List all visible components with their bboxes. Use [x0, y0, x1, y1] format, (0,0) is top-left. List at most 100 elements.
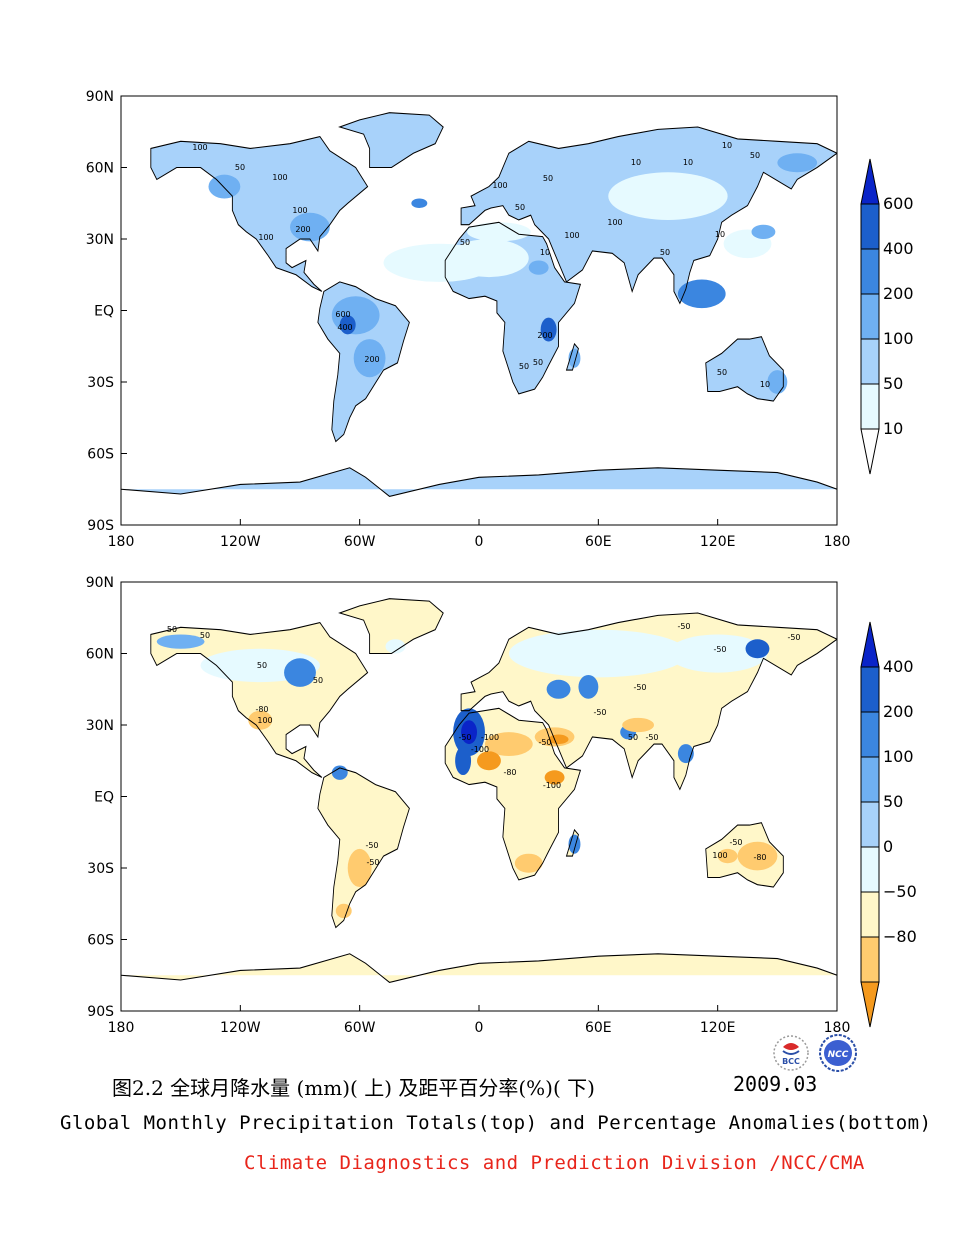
- colorbar-level-label: 400: [883, 657, 914, 676]
- colorbar-arrow-top: [860, 621, 880, 668]
- contour-label: 50: [515, 203, 525, 212]
- top-axes: 180 120W 60W 0 60E 120E 180 90N 60N 30N EQ 30S 60S 90…: [86, 89, 851, 550]
- contour-label: 100: [607, 218, 622, 227]
- x-tick-label: 60W: [344, 1020, 376, 1036]
- contour-label: -50: [538, 738, 551, 747]
- figure-caption-english: Global Monthly Precipitation Totals(top)…: [60, 1112, 932, 1134]
- bcc-logo-text: BCC: [782, 1057, 800, 1066]
- bottom-colorbar: 400 200 100 50 0 −50 −80: [860, 621, 917, 1028]
- contour-label: 100: [292, 206, 307, 215]
- figure-caption-chinese: 图2.2 全球月降水量 (mm)( 上) 及距平百分率(%)( 下): [112, 1076, 595, 1100]
- colorbar-box: [860, 891, 880, 938]
- precipitation-anomaly-map: [121, 582, 837, 1011]
- contour-label: -100: [471, 745, 489, 754]
- y-tick-label: 30S: [87, 375, 114, 391]
- contour-label: 100: [564, 231, 579, 240]
- contour-label: -50: [677, 622, 690, 631]
- contour-label: -50: [458, 733, 471, 742]
- colorbar-level-label: 200: [883, 284, 914, 303]
- x-tick-label: 180: [108, 1020, 135, 1036]
- contour-label: 50: [235, 163, 245, 172]
- contour-label: 50: [543, 174, 553, 183]
- contour-label: 50: [533, 358, 543, 367]
- contour-label: 50: [519, 362, 529, 371]
- contour-label: 10: [760, 380, 770, 389]
- top-contour-labels: 50 100 100 100 200 100 600 400 200 50 50 100 100 10 10…: [192, 141, 770, 389]
- contour-label: 50: [460, 238, 470, 247]
- colorbar-box: [860, 383, 880, 430]
- bcc-logo: BCC: [773, 1035, 809, 1071]
- contour-label: 100: [492, 181, 507, 190]
- colorbar-arrow-top: [860, 158, 880, 205]
- contour-label: 50: [167, 625, 177, 634]
- contour-label: -50: [633, 683, 646, 692]
- contour-label: 50: [628, 733, 638, 742]
- colorbar-level-label: −80: [883, 927, 917, 946]
- contour-label: -50: [365, 841, 378, 850]
- contour-label: 50: [257, 661, 267, 670]
- colorbar-level-label: −50: [883, 882, 917, 901]
- contour-label: 50: [200, 631, 210, 640]
- contour-label: -50: [729, 838, 742, 847]
- contour-label: 50: [717, 368, 727, 377]
- colorbar-box: [860, 203, 880, 250]
- colorbar-level-label: 400: [883, 239, 914, 258]
- contour-label: 100: [257, 716, 272, 725]
- x-tick-label: 180: [824, 1020, 851, 1036]
- colorbar-arrow-bottom: [860, 428, 880, 475]
- x-tick-label: 180: [824, 534, 851, 550]
- x-tick-label: 120W: [220, 534, 261, 550]
- colorbar-level-label: 100: [883, 329, 914, 348]
- y-tick-label: 30N: [86, 232, 114, 248]
- figure-date: 2009.03: [733, 1072, 818, 1096]
- colorbar-box: [860, 936, 880, 983]
- x-tick-label: 180: [108, 534, 135, 550]
- contour-label: 400: [337, 323, 352, 332]
- contour-label: -50: [593, 708, 606, 717]
- colorbar-box: [860, 846, 880, 893]
- y-tick-label: 90N: [86, 575, 114, 591]
- ncc-logo: NCC: [819, 1034, 857, 1072]
- contour-label: 100: [258, 233, 273, 242]
- y-tick-label: 60N: [86, 647, 114, 663]
- contour-label: 50: [750, 151, 760, 160]
- contour-label: -50: [645, 733, 658, 742]
- contour-label: 100: [712, 851, 727, 860]
- colorbar-level-label: 50: [883, 792, 903, 811]
- contour-label: -50: [366, 858, 379, 867]
- y-tick-label: EQ: [94, 304, 114, 320]
- y-tick-label: 30S: [87, 861, 114, 877]
- colorbar-level-label: 200: [883, 702, 914, 721]
- precipitation-total-map: [121, 96, 837, 525]
- contour-label: 10: [631, 158, 641, 167]
- division-credit: Climate Diagnostics and Prediction Divis…: [244, 1152, 865, 1174]
- colorbar-box: [860, 248, 880, 295]
- x-tick-label: 60E: [585, 1020, 612, 1036]
- contour-label: 10: [683, 158, 693, 167]
- colorbar-arrow-bottom: [860, 981, 880, 1028]
- colorbar-level-label: 10: [883, 419, 903, 438]
- top-colorbar: 600 400 200 100 50 10: [860, 158, 914, 475]
- contour-label: 200: [364, 355, 379, 364]
- colorbar-level-label: 0: [883, 837, 893, 856]
- contour-label: -100: [543, 781, 561, 790]
- x-tick-label: 120W: [220, 1020, 261, 1036]
- x-tick-label: 120E: [700, 1020, 736, 1036]
- colorbar-box: [860, 801, 880, 848]
- top-precip-fields: [208, 153, 818, 394]
- contour-label: -80: [753, 853, 766, 862]
- contour-label: 200: [537, 331, 552, 340]
- contour-label: 600: [335, 310, 350, 319]
- bottom-axes: 180 120W 60W 0 60E 120E 180 90N 60N 30N EQ 30S 60S 90…: [86, 575, 851, 1036]
- colorbar-level-label: 600: [883, 194, 914, 213]
- contour-label: 10: [715, 230, 725, 239]
- colorbar-level-label: 100: [883, 747, 914, 766]
- contour-label: 100: [192, 143, 207, 152]
- contour-label: -100: [481, 733, 499, 742]
- y-tick-label: 30N: [86, 718, 114, 734]
- x-tick-label: 0: [475, 1020, 484, 1036]
- colorbar-box: [860, 293, 880, 340]
- colorbar-box: [860, 666, 880, 713]
- contour-label: -80: [503, 768, 516, 777]
